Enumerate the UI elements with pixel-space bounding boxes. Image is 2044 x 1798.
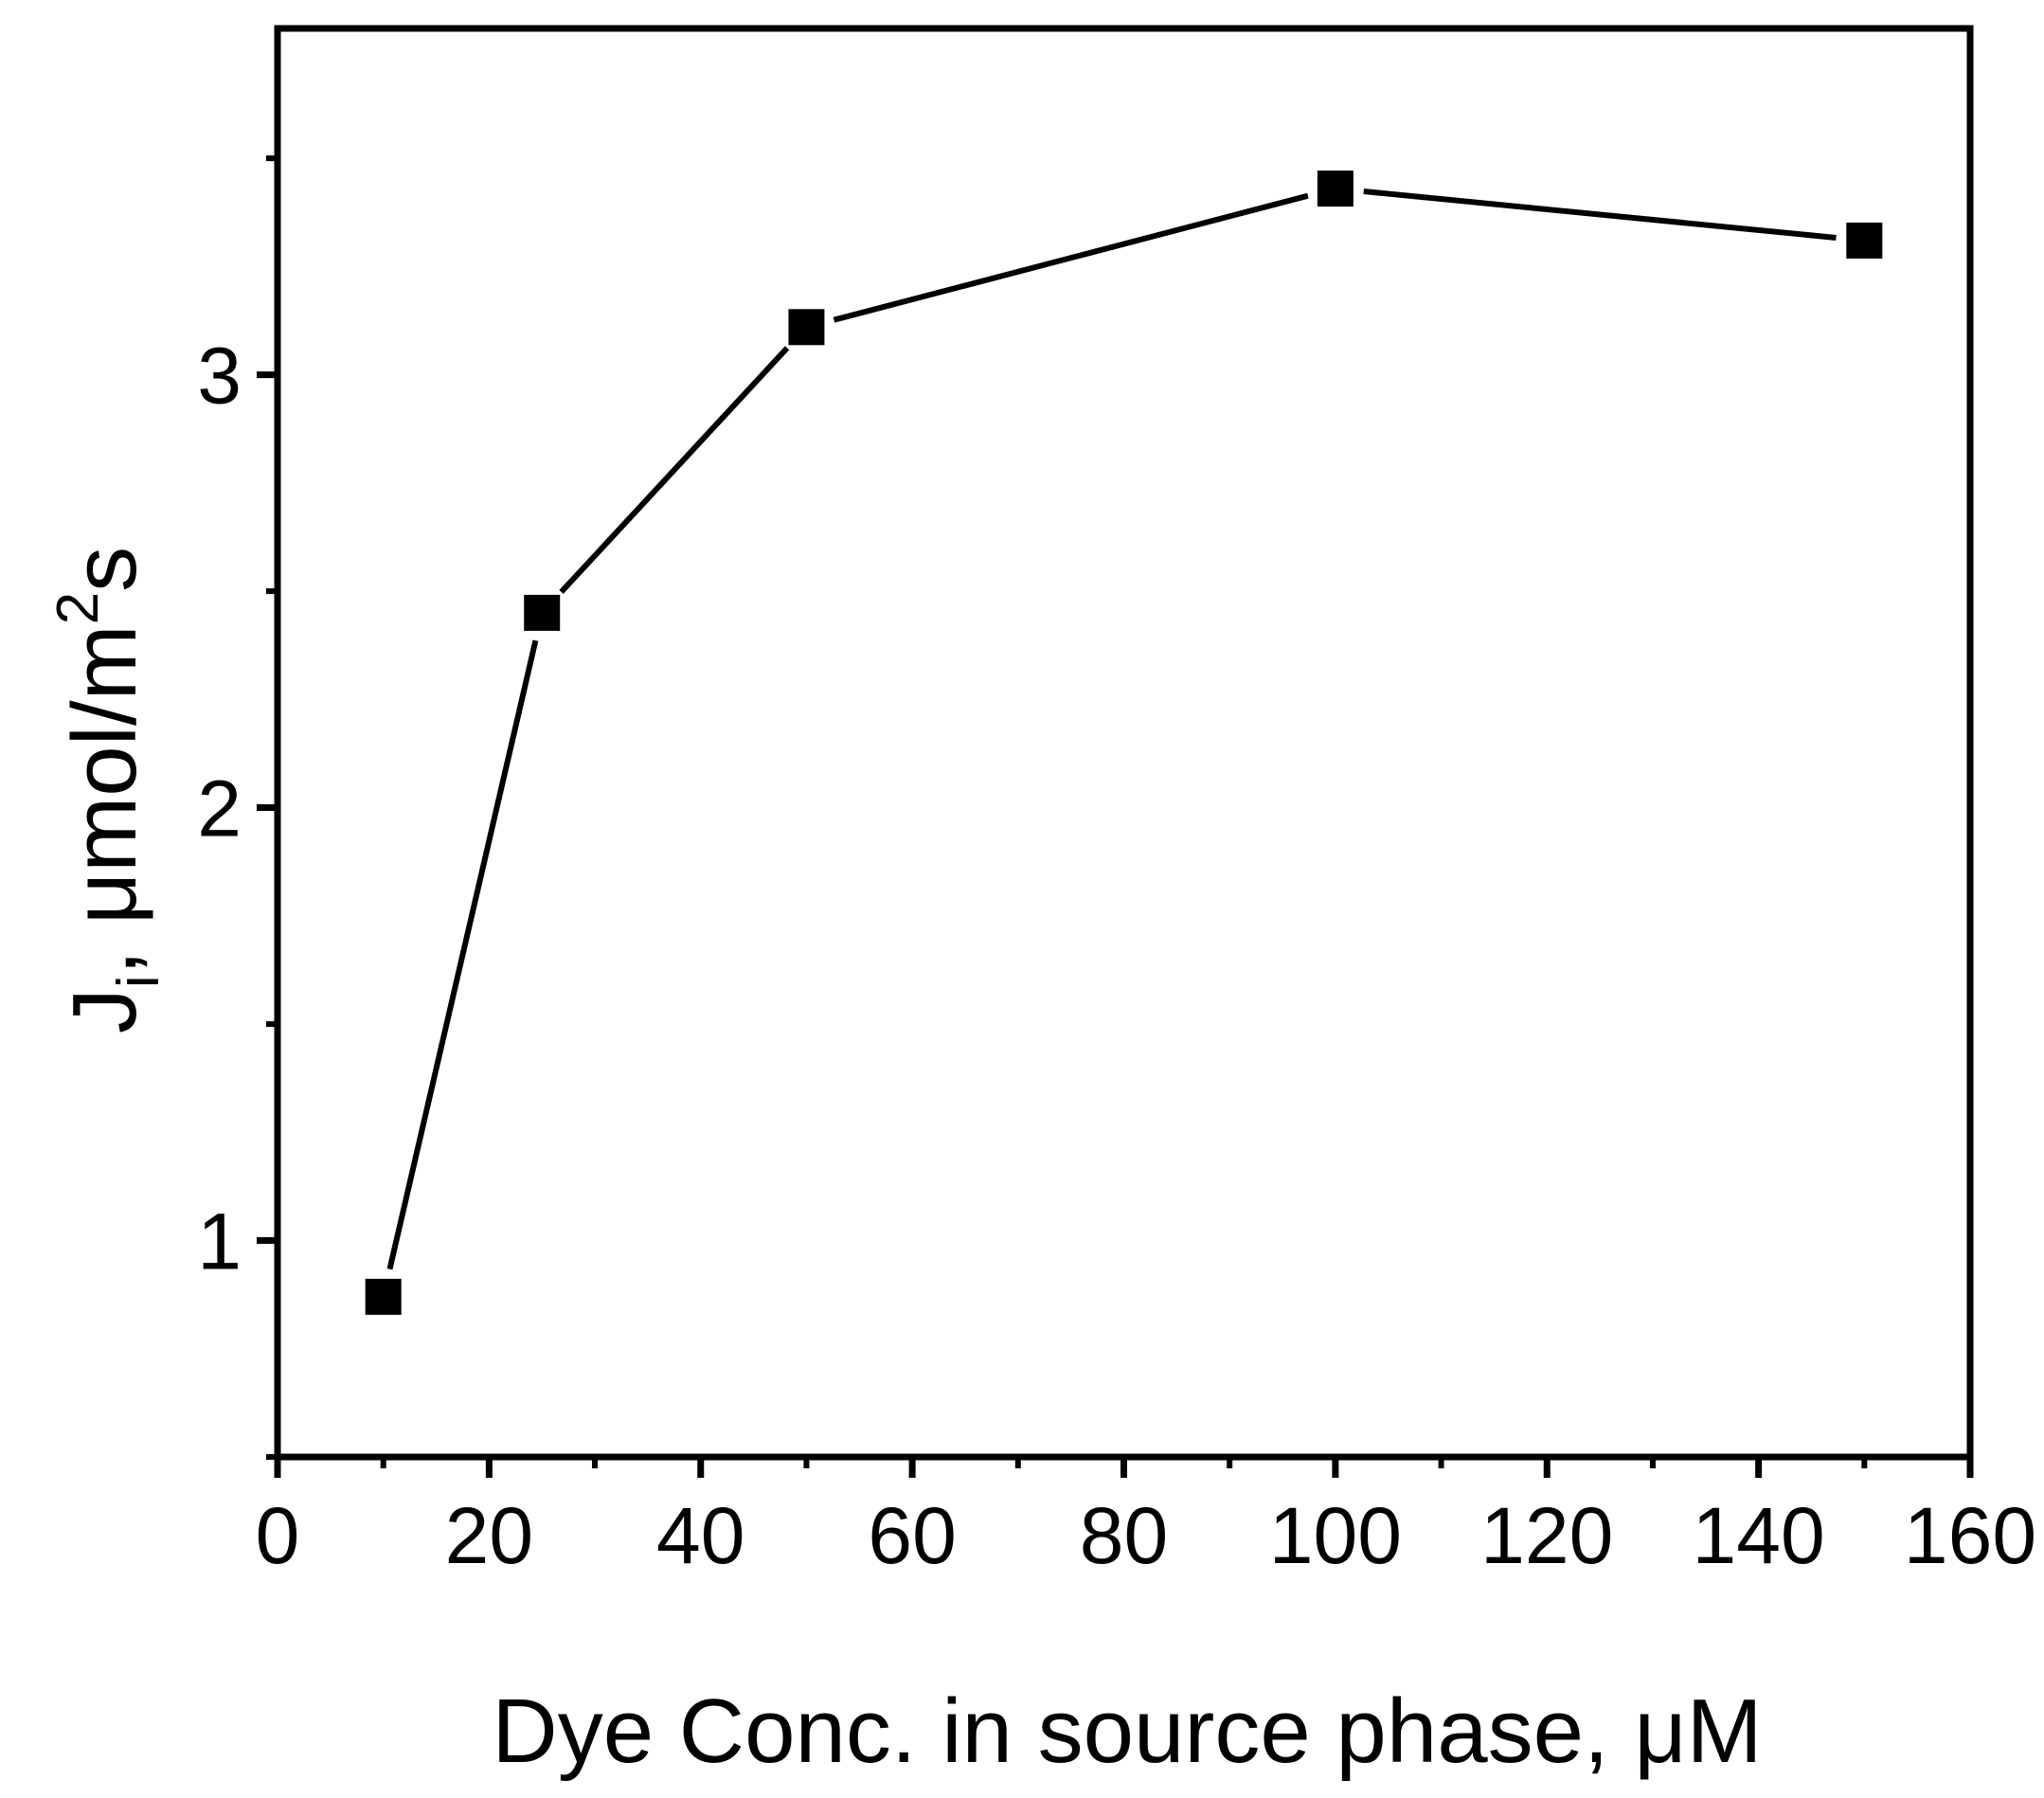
x-tick-label: 0 xyxy=(256,1491,300,1580)
data-point-marker xyxy=(1317,171,1354,207)
x-tick-label: 60 xyxy=(868,1491,956,1580)
y-tick-label: 1 xyxy=(197,1197,242,1286)
x-tick-label: 40 xyxy=(656,1491,744,1580)
y-axis-title: Ji, μmol/m2s xyxy=(45,547,171,1034)
marker-layer xyxy=(365,171,1883,1315)
y-axis-title-separator: , xyxy=(54,925,155,975)
series-line-segment xyxy=(1363,189,1837,241)
x-tick-label: 160 xyxy=(1904,1491,2036,1580)
x-tick-label: 80 xyxy=(1080,1491,1168,1580)
x-axis-title: Dye Conc. in source phase, μM xyxy=(492,1681,1762,1782)
data-point-marker xyxy=(788,309,825,346)
line-layer xyxy=(386,189,1837,1270)
x-tick-label: 20 xyxy=(445,1491,533,1580)
y-axis-title-unit: μmol/m xyxy=(54,624,155,925)
series-line-segment xyxy=(559,346,790,594)
ticks-layer xyxy=(257,155,1974,1478)
x-tick-label: 100 xyxy=(1269,1491,1402,1580)
x-tick-label: 140 xyxy=(1693,1491,1825,1580)
y-axis-title-main: J xyxy=(54,988,155,1034)
y-axis-title-superscript: 2 xyxy=(45,592,111,624)
data-point-marker xyxy=(524,594,561,631)
label-layer: 0 20 40 60 80 100 120 140 160 1 2 3 xyxy=(197,332,2036,1580)
y-tick-label: 3 xyxy=(197,332,242,421)
y-axis-title-unit-tail: s xyxy=(54,547,155,592)
x-tick-label: 120 xyxy=(1480,1491,1613,1580)
data-point-marker xyxy=(1846,222,1883,259)
data-point-marker xyxy=(365,1278,402,1315)
y-tick-label: 2 xyxy=(197,764,242,854)
series-line-segment xyxy=(833,192,1309,323)
series-line-segment xyxy=(386,639,539,1270)
y-axis-title-subscript: i xyxy=(106,975,171,988)
